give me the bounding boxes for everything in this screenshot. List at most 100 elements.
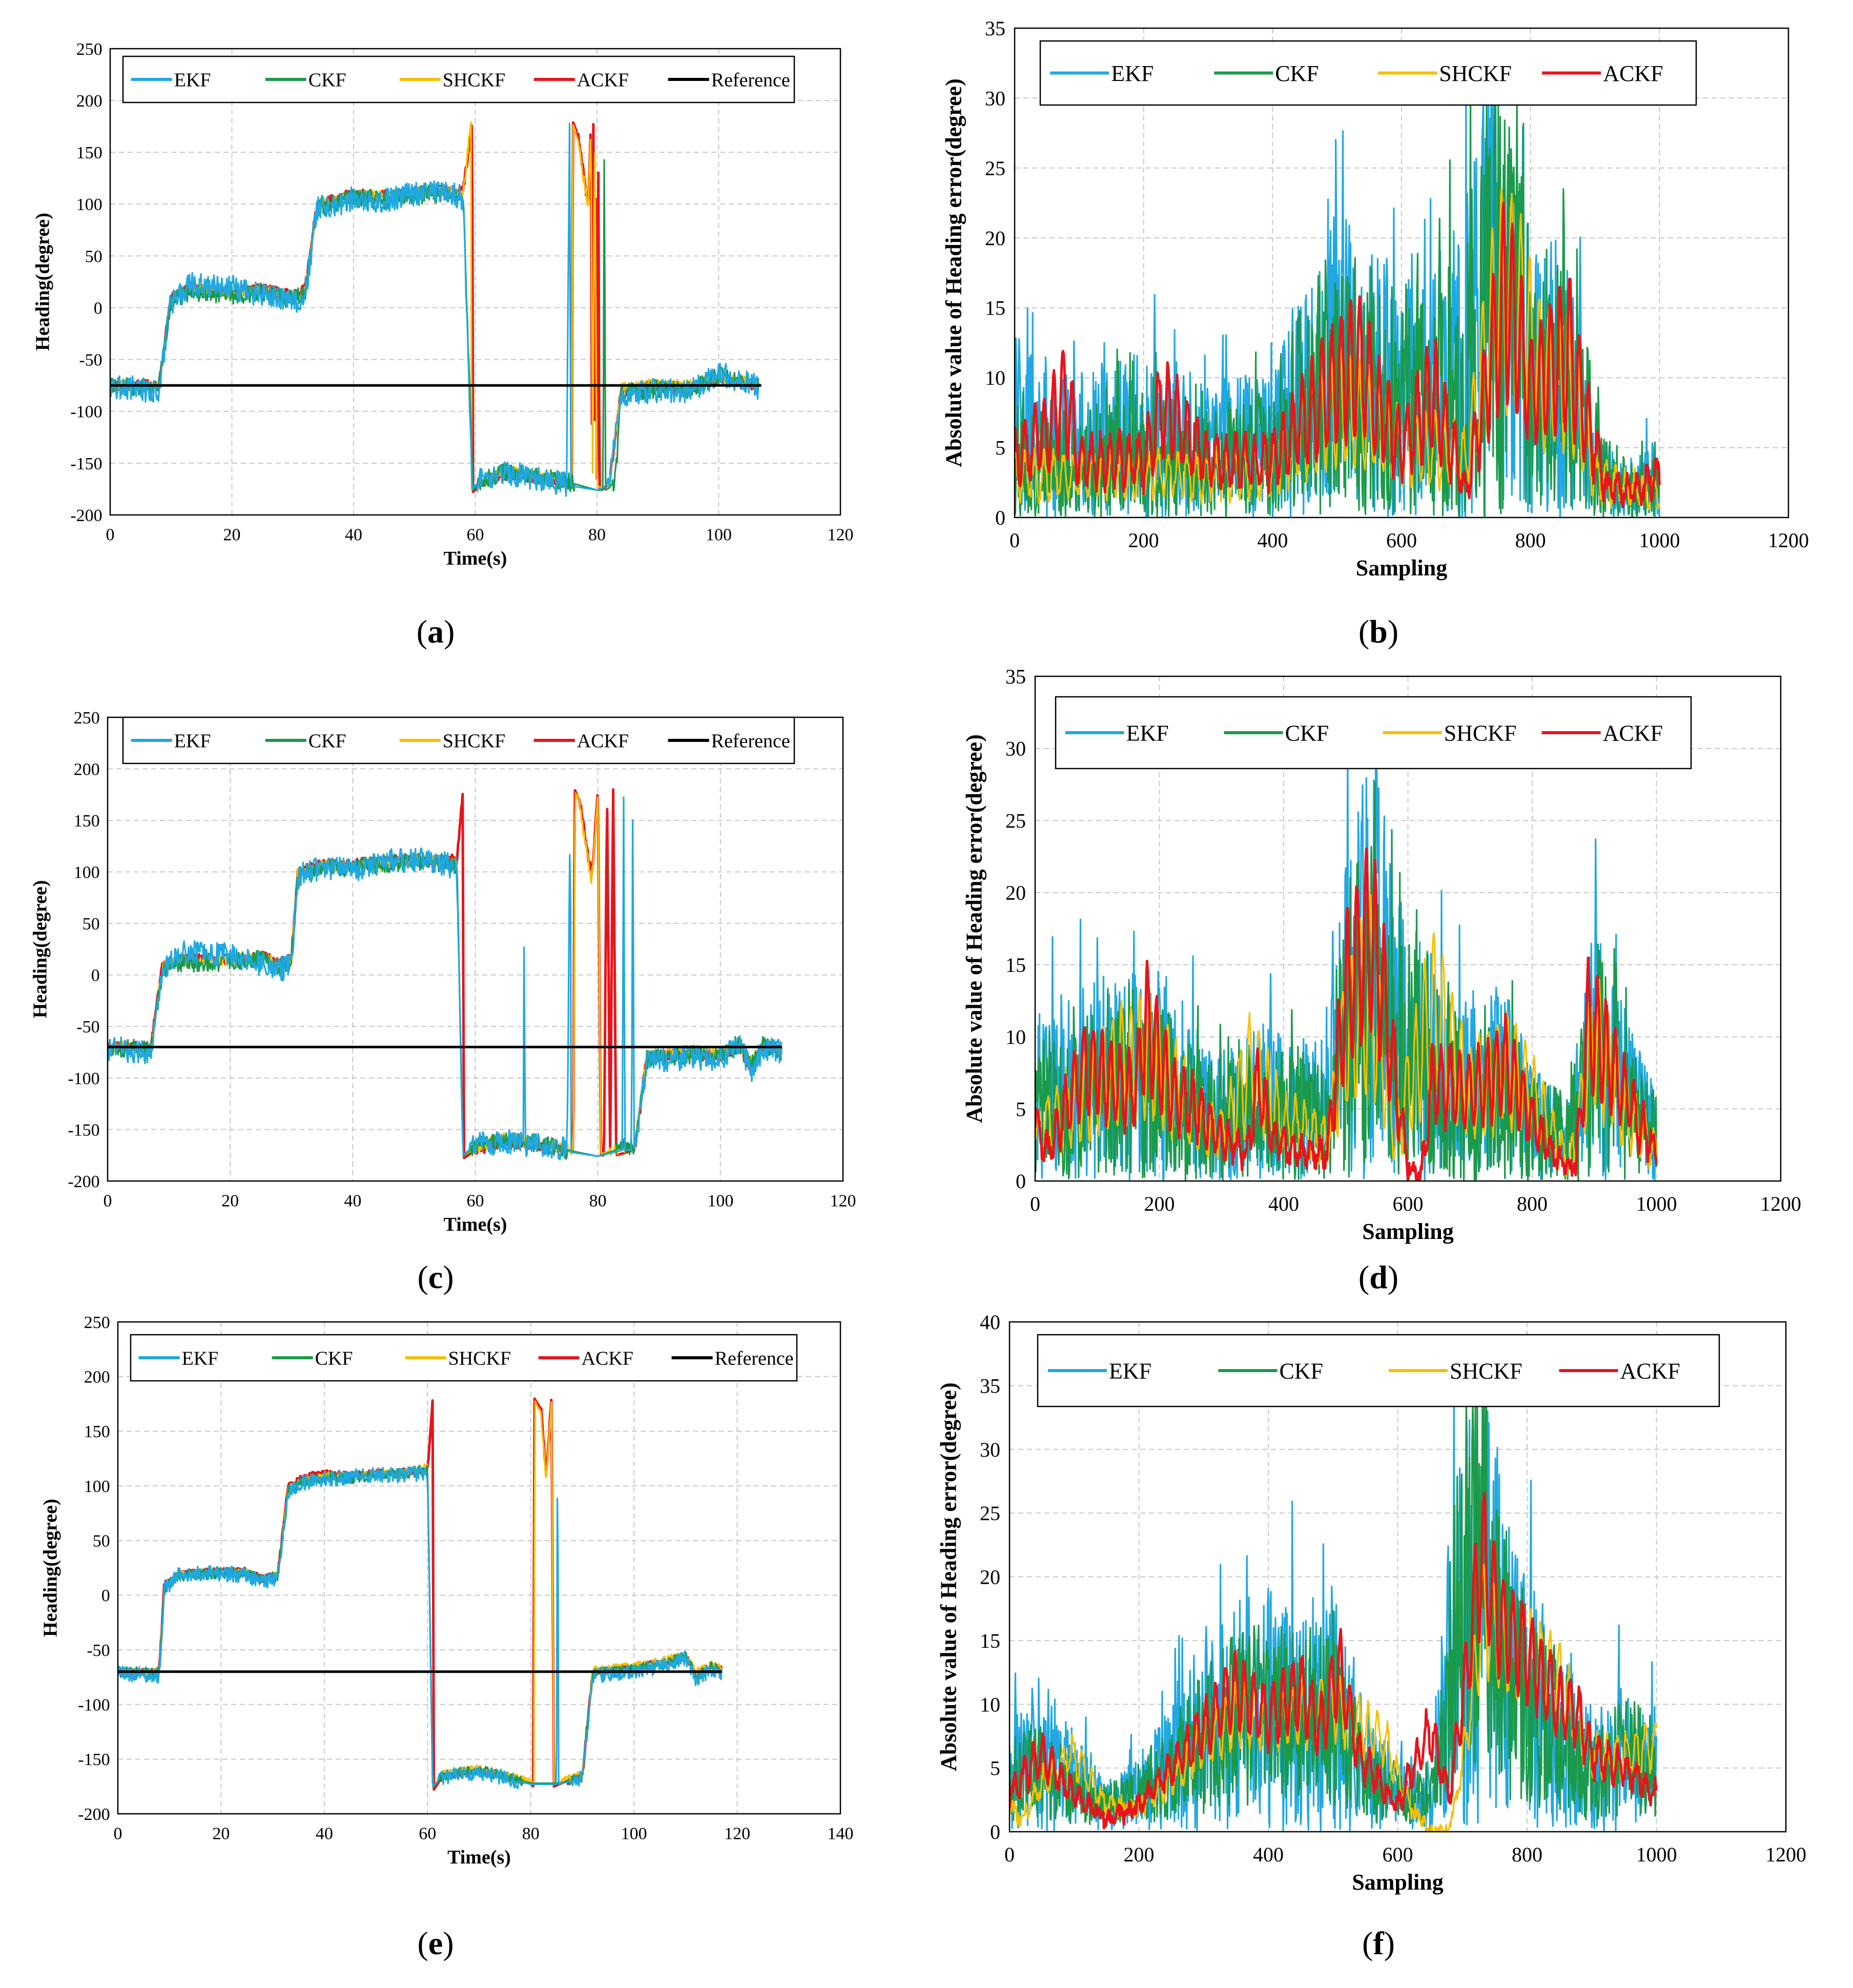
chart-a-x-axis-label: Time(s) [444, 548, 507, 569]
chart-a-xtick-label: 40 [345, 525, 362, 544]
chart-d-ytick-label: 15 [1005, 954, 1026, 977]
chart-c-ytick-label: 100 [74, 863, 100, 882]
chart-a-xtick-label: 0 [106, 525, 115, 544]
caption-c-letter: c [428, 1259, 443, 1295]
chart-c-y-axis-label: Heading(degree) [30, 880, 51, 1018]
chart-f-tick-labels: 0 200 400 600 800 1000 1200 0 5 10 15 20 25 30 35 40 [980, 1311, 1806, 1866]
chart-d-legend: EKF CKF SHCKF ACKF [1055, 696, 1692, 770]
chart-f-ytick-label: 10 [980, 1693, 1000, 1716]
chart-c-ytick-label: 50 [83, 915, 100, 934]
chart-a-legend-label-ekf: EKF [174, 69, 211, 91]
chart-b-xtick-label: 800 [1515, 529, 1546, 552]
chart-a-ytick-label: 100 [76, 195, 102, 214]
chart-e-ytick-label: 0 [101, 1586, 110, 1605]
chart-a-xtick-label: 20 [223, 525, 241, 544]
chart-b-tick-labels: 0 200 400 600 800 1000 1200 0 5 10 15 20 25 30 35 [985, 17, 1809, 552]
chart-d-xtick-label: 0 [1030, 1192, 1040, 1215]
chart-e-ytick-label: 100 [84, 1477, 110, 1496]
chart-b-y-axis-label: Absolute value of Heading error(degree) [941, 78, 966, 467]
chart-b-legend: EKF CKF SHCKF ACKF [1039, 40, 1697, 106]
chart-d-series-ackf [1035, 847, 1658, 1181]
chart-c-svg: 0 20 40 60 80 100 120 -200 -150 -100 -50 0 50 100 150 2… [30, 709, 856, 1235]
chart-d-ytick-label: 5 [1016, 1097, 1026, 1121]
chart-b-series-ackf [1015, 201, 1661, 508]
chart-f-ytick-label: 30 [980, 1438, 1000, 1461]
chart-e-legend-label-reference: Reference [715, 1348, 794, 1369]
chart-b-xtick-label: 1000 [1639, 529, 1680, 552]
chart-b-plot-area [1014, 27, 1789, 519]
chart-f-xtick-label: 1000 [1636, 1843, 1677, 1866]
chart-f-xtick-label: 400 [1253, 1843, 1284, 1866]
chart-a-legend-label-ackf: ACKF [577, 69, 629, 91]
chart-e-series-shckf [118, 1400, 723, 1788]
caption-d-letter: d [1369, 1259, 1388, 1295]
chart-e-svg: 0 20 40 60 80 100 120 140 -200 -150 -100 -50 0 50 100 1… [40, 1313, 854, 1868]
chart-b-xtick-label: 200 [1128, 529, 1159, 552]
chart-d-series-shckf [1035, 894, 1658, 1178]
chart-e-xtick-label: 60 [419, 1824, 436, 1843]
chart-c-xtick-label: 20 [221, 1191, 239, 1210]
chart-c: 0 20 40 60 80 100 120 -200 -150 -100 -50 0 50 100 150 2… [0, 661, 902, 1266]
chart-b-xtick-label: 0 [1010, 529, 1020, 552]
chart-b-ytick-label: 35 [985, 17, 1005, 40]
chart-f-legend-label-ekf: EKF [1109, 1358, 1151, 1383]
chart-b-ytick-label: 20 [985, 226, 1005, 250]
chart-b-legend-label-ekf: EKF [1111, 61, 1154, 86]
chart-a-ytick-label: -50 [79, 351, 102, 370]
chart-e-legend-label-ackf: ACKF [582, 1348, 633, 1369]
chart-c-legend: EKF CKF SHCKF ACKF Reference [122, 716, 795, 764]
chart-f-ytick-label: 25 [980, 1502, 1000, 1525]
chart-d-x-axis-label: Sampling [1362, 1219, 1454, 1244]
chart-d-ytick-label: 10 [1005, 1026, 1026, 1049]
chart-b-xtick-label: 1200 [1768, 529, 1809, 552]
chart-a-xtick-label: 100 [706, 525, 732, 544]
chart-f-legend-label-ckf: CKF [1279, 1358, 1323, 1383]
chart-e-ytick-label: -150 [78, 1750, 110, 1769]
chart-a-series-ekf [110, 122, 759, 497]
chart-b-ytick-label: 15 [985, 297, 1005, 320]
chart-a-ytick-label: -200 [70, 506, 102, 525]
chart-d-series-group [1035, 746, 1658, 1181]
caption-f-letter: f [1373, 1925, 1384, 1961]
chart-b-ytick-label: 25 [985, 157, 1005, 180]
chart-a: 0 20 40 60 80 100 120 -200 -150 -100 -50 0 50 100 150 2… [0, 0, 902, 605]
chart-c-legend-label-ekf: EKF [174, 730, 211, 752]
chart-c-ytick-label: -150 [68, 1121, 99, 1140]
chart-c-series-ckf [108, 852, 783, 1160]
chart-e-xtick-label: 140 [828, 1824, 854, 1843]
chart-e-legend-label-ckf: CKF [315, 1348, 353, 1369]
chart-c-legend-label-ackf: ACKF [577, 730, 629, 752]
chart-a-ytick-label: 50 [85, 247, 102, 266]
chart-a-tick-labels: 0 20 40 60 80 100 120 -200 -150 -100 -50 0 50 100 150 2… [70, 40, 853, 544]
caption-a: (a) [416, 613, 455, 650]
caption-c: (c) [417, 1259, 454, 1295]
chart-b-legend-label-ckf: CKF [1275, 61, 1319, 86]
chart-c-legend-label-reference: Reference [711, 730, 790, 752]
chart-f-plot-area [1008, 1321, 1787, 1833]
chart-b-svg: 0 200 400 600 800 1000 1200 0 5 10 15 20 25 30 35 Sampl… [941, 17, 1809, 581]
chart-c-xtick-label: 40 [344, 1191, 361, 1210]
chart-f-svg: 0 200 400 600 800 1000 1200 0 5 10 15 20 25 30 35 40 Sam… [936, 1311, 1806, 1895]
chart-c-legend-label-shckf: SHCKF [443, 730, 506, 752]
chart-a-plot-area [109, 48, 841, 516]
chart-e-xtick-label: 20 [212, 1824, 230, 1843]
chart-c-series-ekf [108, 796, 783, 1161]
chart-f-ytick-label: 0 [990, 1820, 1000, 1844]
chart-d-tick-labels: 0 200 400 600 800 1000 1200 0 5 10 15 20 25 30 35 [1005, 665, 1801, 1215]
chart-b-ytick-label: 10 [985, 366, 1005, 389]
chart-a-series-shckf [110, 121, 759, 491]
chart-a-legend: EKF CKF SHCKF ACKF Reference [122, 55, 795, 103]
chart-b-x-axis-label: Sampling [1356, 555, 1448, 581]
chart-c-ytick-label: 150 [74, 812, 100, 831]
chart-c-xtick-label: 60 [467, 1191, 484, 1210]
chart-e-legend-label-ekf: EKF [182, 1348, 219, 1369]
chart-d-xtick-label: 1000 [1636, 1192, 1677, 1215]
chart-a-ytick-label: 150 [76, 143, 102, 162]
chart-f-ytick-label: 15 [980, 1629, 1000, 1652]
chart-a-xtick-label: 80 [588, 525, 606, 544]
chart-f: 0 200 400 600 800 1000 1200 0 5 10 15 20 25 30 35 40 Sam… [917, 1311, 1853, 1916]
chart-b-legend-label-ackf: ACKF [1603, 61, 1663, 86]
chart-c-series-group [108, 788, 783, 1161]
chart-b-series-group [1015, 96, 1661, 517]
chart-f-xtick-label: 200 [1124, 1843, 1155, 1866]
